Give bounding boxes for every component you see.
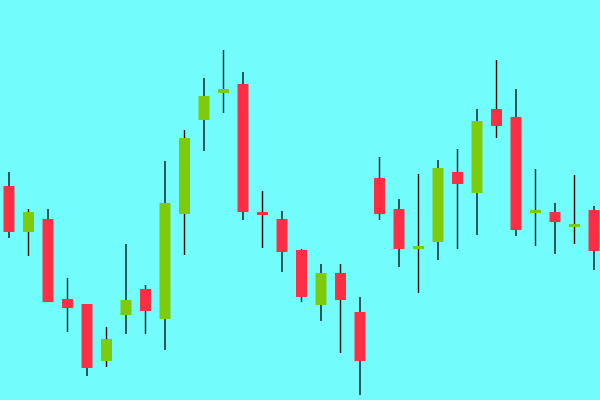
candle-body-down — [549, 212, 561, 222]
candle — [3, 172, 15, 238]
candle-body-down — [276, 219, 288, 252]
candle-body-up — [432, 168, 444, 242]
candle — [42, 209, 54, 302]
candle — [159, 161, 171, 350]
candle — [530, 169, 541, 246]
candle-body-up — [315, 273, 327, 305]
candle-body-up — [530, 210, 541, 213]
candle-body-down — [452, 172, 463, 184]
candle-body-up — [159, 203, 171, 319]
candle — [471, 109, 483, 235]
candle — [120, 244, 132, 334]
candle — [569, 175, 580, 244]
candle — [198, 78, 210, 151]
candle-body-up — [198, 96, 210, 120]
candle-body-down — [296, 250, 307, 297]
candle — [588, 206, 600, 270]
candle-body-up — [23, 212, 34, 232]
candle-body-up — [101, 339, 112, 361]
candle — [218, 50, 229, 113]
candle — [179, 130, 190, 255]
candle — [276, 211, 288, 272]
candle-body-down — [3, 186, 15, 232]
candle-body-down — [257, 212, 268, 215]
candle — [452, 149, 463, 249]
candle — [315, 264, 327, 321]
candle-body-up — [218, 89, 229, 93]
candle — [393, 199, 405, 267]
candle — [81, 304, 93, 376]
candle — [296, 249, 307, 302]
candle — [413, 174, 424, 293]
candle-body-down — [588, 210, 600, 251]
candle-body-down — [237, 84, 249, 212]
candle — [549, 203, 561, 254]
candle-body-down — [354, 312, 366, 361]
candle — [62, 278, 73, 332]
candle-body-down — [42, 219, 54, 302]
candles-layer — [3, 50, 600, 395]
candle-body-down — [374, 178, 385, 214]
candle-body-up — [569, 224, 580, 227]
candle — [237, 72, 249, 220]
candle — [432, 160, 444, 260]
candle-body-down — [62, 299, 73, 308]
candle — [491, 60, 502, 138]
candle-body-down — [81, 304, 93, 368]
candle — [101, 327, 112, 367]
candle — [335, 264, 346, 353]
candle — [510, 89, 522, 236]
candle — [257, 191, 268, 248]
candle-body-up — [413, 246, 424, 249]
candle-body-down — [335, 273, 346, 300]
candle — [23, 209, 34, 256]
candle-body-up — [120, 300, 132, 315]
candle-body-down — [491, 109, 502, 126]
candle — [140, 285, 151, 334]
candle — [374, 157, 385, 220]
candle-body-down — [510, 117, 522, 230]
candle-body-down — [140, 289, 151, 311]
candle — [354, 297, 366, 395]
candle-body-up — [471, 121, 483, 193]
candle-body-down — [393, 209, 405, 249]
candle-body-up — [179, 138, 190, 214]
